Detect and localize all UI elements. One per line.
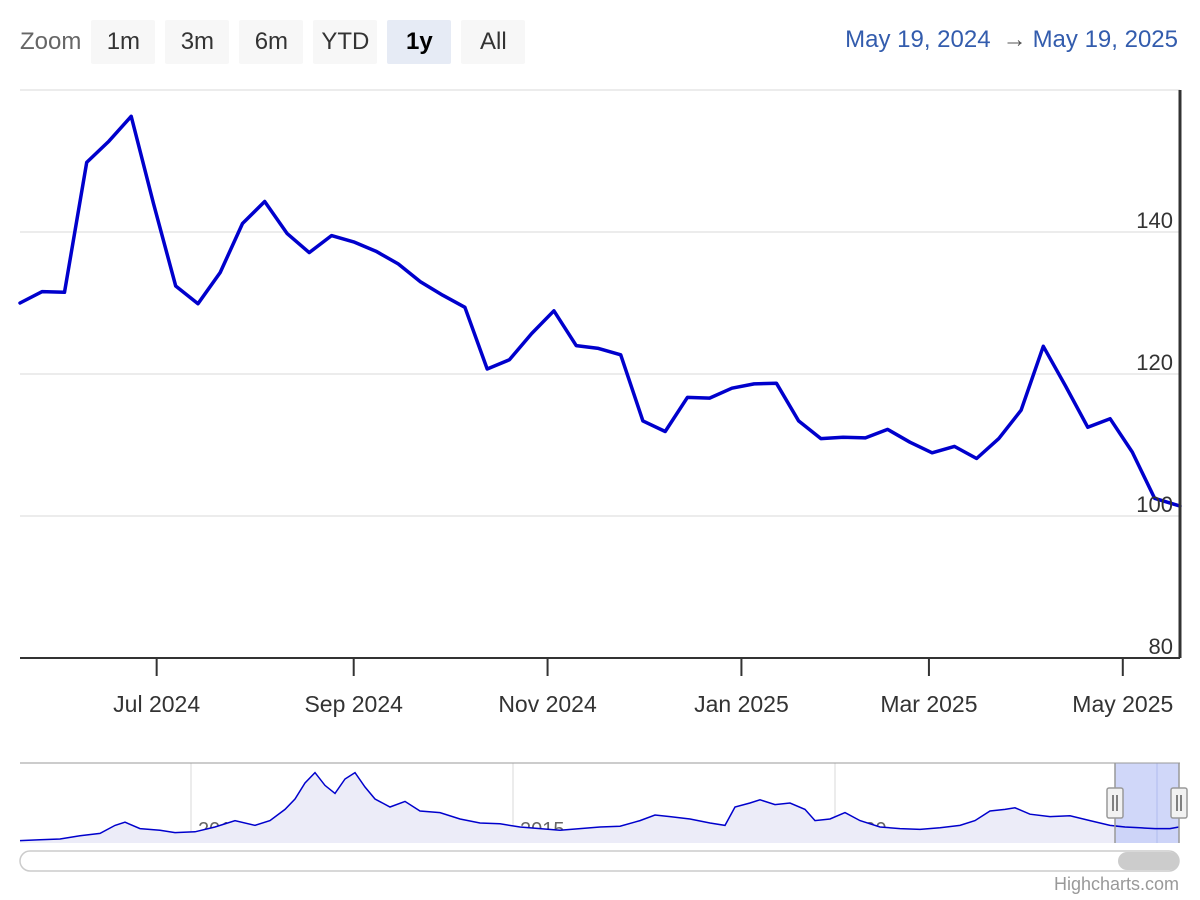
x-tick-label: Mar 2025 <box>880 691 977 717</box>
zoom-button-1m[interactable]: 1m <box>91 20 156 64</box>
navigator-right-handle-icon[interactable] <box>1170 787 1188 819</box>
series-group <box>18 114 1182 508</box>
grid-lines <box>20 89 1180 517</box>
navigator-top-border <box>20 762 1180 764</box>
zoom-label: Zoom <box>20 28 82 55</box>
y-tick-label: 100 <box>1136 492 1173 517</box>
zoom-button-1y[interactable]: 1y <box>387 20 452 64</box>
x-tick-label: Jan 2025 <box>694 691 789 717</box>
navigator-series-area <box>20 772 1179 843</box>
navigator-selected-range-mask[interactable] <box>1115 763 1179 843</box>
x-tick-label: Nov 2024 <box>498 691 597 717</box>
y-tick-label: 120 <box>1136 350 1173 375</box>
zoom-button-6m[interactable]: 6m <box>239 20 304 64</box>
scrollbar[interactable] <box>19 850 1180 872</box>
x-tick-label: Sep 2024 <box>304 691 403 717</box>
axes: 80 100 120 140 Jul 2024 Sep 2024 Nov 2024 Jan 2… <box>20 90 1182 717</box>
date-range-display: May 19, 2024 → May 19, 2025 <box>845 26 1178 54</box>
y-tick-label: 80 <box>1149 634 1173 659</box>
series-line[interactable] <box>18 114 1182 508</box>
range-from-date[interactable]: May 19, 2024 <box>845 26 991 53</box>
x-tick-label: Jul 2024 <box>113 691 200 717</box>
scrollbar-thumb[interactable] <box>1118 852 1179 870</box>
scrollbar-track[interactable] <box>19 850 1180 872</box>
navigator-series-line <box>19 771 1180 842</box>
range-arrow-icon: → <box>1002 26 1027 53</box>
range-to-date[interactable]: May 19, 2025 <box>1032 26 1178 53</box>
navigator-left-handle-icon[interactable] <box>1106 787 1124 819</box>
zoom-button-all[interactable]: All <box>461 20 526 64</box>
zoom-button-3m[interactable]: 3m <box>165 20 230 64</box>
zoom-button-ytd[interactable]: YTD <box>313 20 378 64</box>
zoom-bar: Zoom 1m 3m 6m YTD 1y All <box>20 20 535 64</box>
x-tick-label: May 2025 <box>1072 691 1173 717</box>
credits-label[interactable]: Highcharts.com <box>1054 874 1179 894</box>
y-tick-label: 140 <box>1136 208 1173 233</box>
navigator[interactable]: 2010 2015 2020 <box>19 762 1188 844</box>
